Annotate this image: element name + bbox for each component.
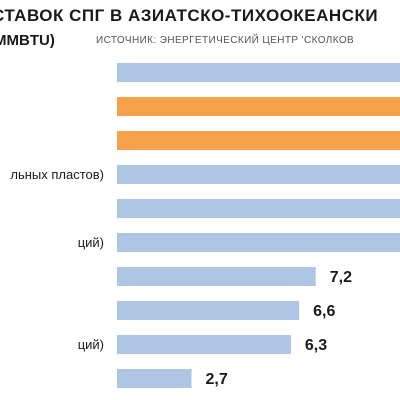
category-label-3: льных пластов): [10, 167, 104, 182]
bar-9: [117, 369, 192, 388]
subtitle-row: MMBTU) ИСТОЧНИК: ЭНЕРГЕТИЧЕСКИЙ ЦЕНТР 'С…: [0, 30, 400, 52]
value-label-7: 6,6: [313, 303, 335, 320]
category-label-5: ций): [78, 235, 104, 250]
bar-0: [117, 63, 400, 82]
bar-3: [117, 165, 400, 184]
bar-6: [117, 267, 316, 286]
bar-4: [117, 199, 400, 218]
source-note: ИСТОЧНИК: ЭНЕРГЕТИЧЕСКИЙ ЦЕНТР 'СКОЛКОВ: [96, 35, 355, 46]
chart-title: СТАВОК СПГ В АЗИАТСКО-ТИХООКЕАНСКИ: [0, 6, 379, 25]
value-label-9: 2,7: [206, 371, 228, 388]
bar-5: [117, 233, 400, 252]
bar-8: [117, 335, 291, 354]
category-label-8: ций): [78, 337, 104, 352]
value-label-6: 7,2: [330, 269, 352, 286]
value-label-8: 6,3: [305, 337, 327, 354]
bar-2: [117, 131, 400, 150]
bar-7: [117, 301, 300, 320]
bar-1: [117, 97, 400, 116]
unit-label: MMBTU): [0, 32, 55, 49]
